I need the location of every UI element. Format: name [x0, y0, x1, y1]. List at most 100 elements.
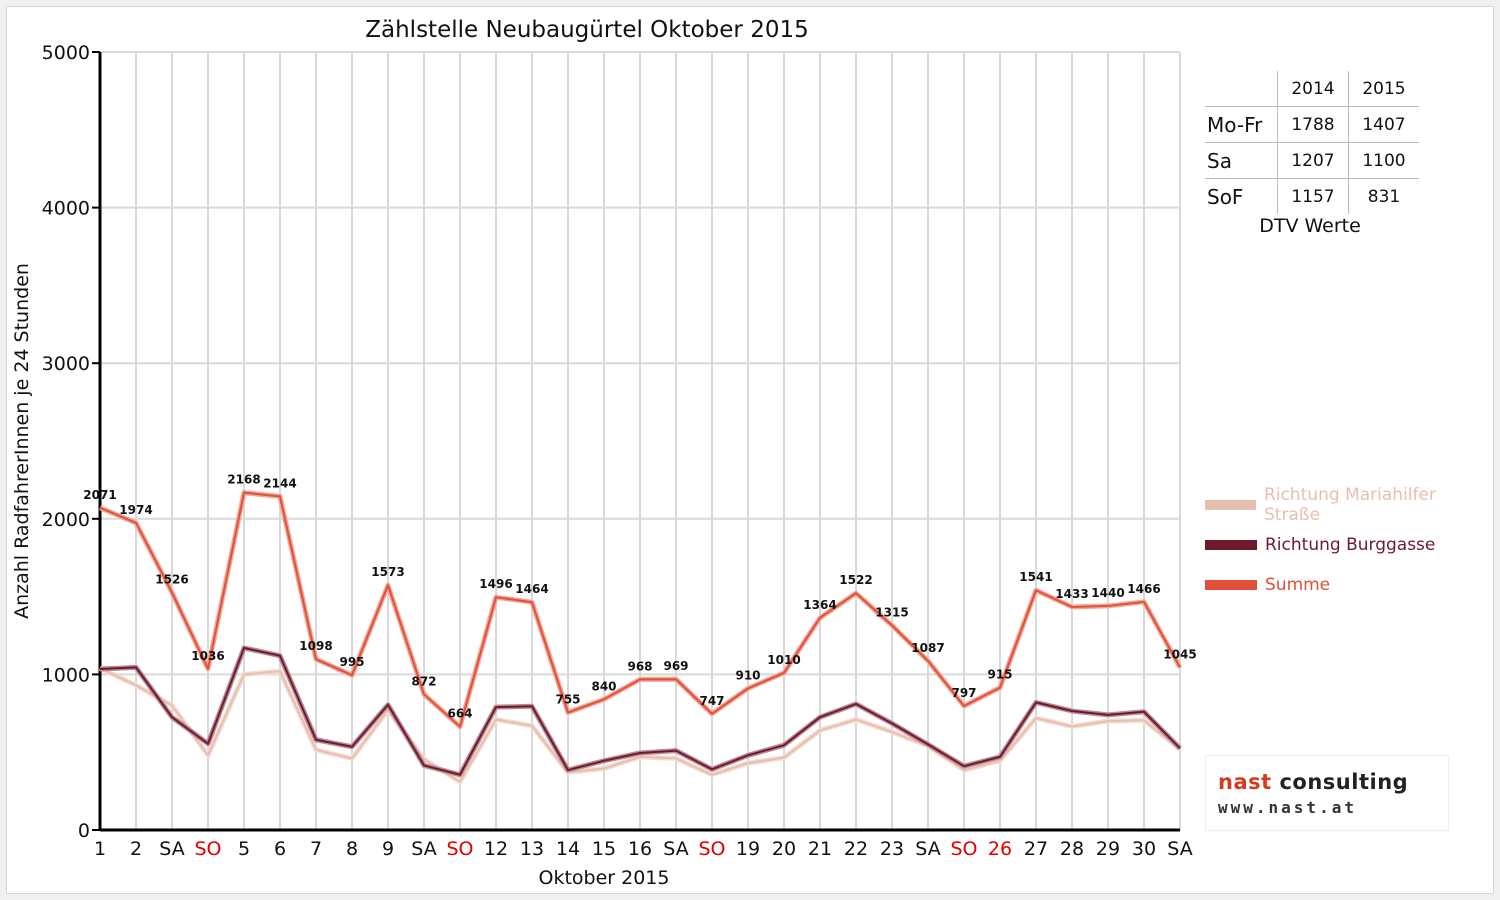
data-label: 969: [663, 659, 688, 673]
data-label: 915: [987, 668, 1012, 682]
data-label: 2168: [227, 473, 260, 487]
data-label: 910: [735, 668, 760, 682]
x-tick-label: 29: [1096, 838, 1120, 860]
dtv-row-label: Mo-Fr: [1205, 106, 1278, 143]
company-logo: nast consulting www.nast.at: [1205, 755, 1449, 831]
data-label: 747: [699, 694, 724, 708]
x-tick-label: 28: [1060, 838, 1084, 860]
x-tick-label: 13: [520, 838, 544, 860]
data-label: 1098: [299, 639, 332, 653]
series-line: [99, 646, 1181, 776]
x-tick-label: 15: [592, 838, 616, 860]
dtv-header-2014: 2014: [1277, 71, 1349, 107]
dtv-row: Mo-Fr 1788 1407: [1205, 106, 1419, 143]
data-label: 995: [339, 655, 364, 669]
data-label: 872: [411, 674, 436, 688]
x-tick-label: 19: [736, 838, 760, 860]
legend-item-summe: Summe: [1205, 573, 1330, 597]
dtv-value-2014: 1788: [1277, 106, 1349, 143]
data-label: 968: [627, 659, 652, 673]
x-tick-label: 14: [556, 838, 580, 860]
x-tick-label: 9: [382, 838, 394, 860]
x-tick-label: 1: [94, 838, 106, 860]
x-tick-label: SA: [1167, 838, 1192, 860]
dtv-value-2015: 1407: [1348, 106, 1419, 143]
data-label: 1087: [911, 641, 944, 655]
logo-url: www.nast.at: [1218, 798, 1357, 817]
x-tick-label: 16: [628, 838, 652, 860]
x-tick-label: 12: [484, 838, 508, 860]
data-label: 1496: [479, 577, 512, 591]
y-tick-label: 5000: [42, 42, 90, 64]
x-tick-label: SA: [411, 838, 436, 860]
x-tick-label: 26: [988, 838, 1012, 860]
data-label: 1464: [515, 582, 548, 596]
y-axis-label: Anzahl RadfahrerInnen je 24 Stunden: [11, 263, 33, 619]
x-tick-label: 5: [238, 838, 250, 860]
y-tick-label: 3000: [42, 353, 90, 375]
data-label: 1541: [1019, 570, 1052, 584]
legend-swatch: [1205, 540, 1257, 550]
x-tick-label: 21: [808, 838, 832, 860]
x-tick-label: 6: [274, 838, 286, 860]
x-tick-label: SO: [950, 838, 977, 860]
x-tick-label: 23: [880, 838, 904, 860]
data-label: 2144: [263, 476, 296, 490]
legend-label: Summe: [1265, 575, 1331, 595]
x-tick-label: SA: [159, 838, 184, 860]
x-tick-label: SO: [194, 838, 221, 860]
x-tick-label: 20: [772, 838, 796, 860]
legend-item-mariahilfer: Richtung Mariahilfer Straße: [1205, 485, 1493, 525]
y-tick-label: 1000: [42, 664, 90, 686]
series-line: [99, 491, 1181, 728]
data-label: 755: [555, 693, 580, 707]
data-label: 1364: [803, 598, 836, 612]
x-tick-label: 7: [310, 838, 322, 860]
dtv-table: 2014 2015 Mo-Fr 1788 1407 Sa 1207 1100 S…: [1205, 71, 1419, 214]
legend-swatch: [1205, 580, 1257, 590]
y-tick-label: 0: [78, 820, 90, 842]
data-label: 1974: [119, 503, 152, 517]
data-label: 2071: [83, 488, 116, 502]
dtv-row: Sa 1207 1100: [1205, 142, 1419, 179]
data-label: 1433: [1055, 587, 1088, 601]
x-tick-label: SO: [446, 838, 473, 860]
dtv-header-2015: 2015: [1348, 71, 1419, 107]
x-tick-label: SA: [663, 838, 688, 860]
dtv-caption: DTV Werte: [1259, 215, 1361, 237]
data-label: 797: [951, 686, 976, 700]
data-label: 1526: [155, 573, 188, 587]
data-label: 1466: [1127, 582, 1160, 596]
legend-label: Richtung Burggasse: [1265, 535, 1436, 555]
x-tick-label: 8: [346, 838, 358, 860]
data-label: 1440: [1091, 586, 1124, 600]
data-label: 1045: [1163, 647, 1196, 661]
dtv-value-2015: 1100: [1348, 142, 1419, 179]
dtv-row-label: Sa: [1205, 142, 1278, 179]
dtv-value-2014: 1207: [1277, 142, 1349, 179]
data-label: 1036: [191, 649, 224, 663]
x-tick-label: 27: [1024, 838, 1048, 860]
data-label: 840: [591, 679, 616, 693]
legend-swatch: [1205, 500, 1257, 510]
series-line: [99, 667, 1181, 783]
x-tick-label: SA: [915, 838, 940, 860]
data-label: 664: [447, 707, 472, 721]
chart-title: Zählstelle Neubaugürtel Oktober 2015: [365, 17, 808, 43]
data-label: 1573: [371, 565, 404, 579]
x-axis-label: Oktober 2015: [539, 867, 670, 889]
x-tick-label: 22: [844, 838, 868, 860]
legend-label: Richtung Mariahilfer Straße: [1264, 485, 1436, 525]
x-tick-label: 30: [1132, 838, 1156, 860]
dtv-row: SoF 1157 831: [1205, 178, 1419, 214]
dtv-value-2015: 831: [1348, 178, 1419, 214]
data-label: 1522: [839, 573, 872, 587]
logo-name: nast consulting: [1218, 770, 1409, 794]
data-label: 1315: [875, 605, 908, 619]
dtv-header-row: 2014 2015: [1205, 71, 1419, 107]
y-tick-label: 2000: [42, 509, 90, 531]
data-label: 1010: [767, 653, 800, 667]
legend-item-burggasse: Richtung Burggasse: [1205, 533, 1435, 557]
x-tick-label: SO: [698, 838, 725, 860]
